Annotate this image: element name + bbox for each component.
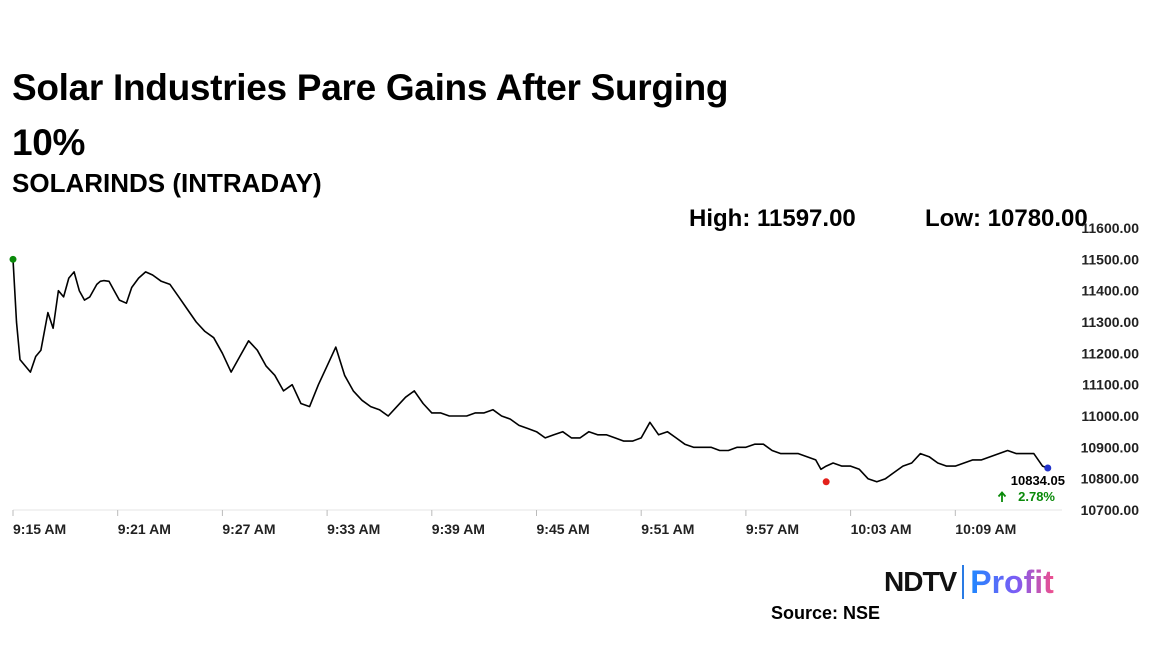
logo-separator — [962, 565, 965, 599]
x-tick-label: 9:27 AM — [222, 521, 275, 537]
ndtv-profit-logo: NDTV Profit — [884, 562, 1054, 602]
low-marker — [822, 478, 830, 486]
arrow-up-icon — [997, 491, 1007, 502]
logo-profit-text: Profit — [970, 563, 1054, 600]
x-tick-label: 9:21 AM — [118, 521, 171, 537]
y-tick-label: 10800.00 — [1081, 471, 1140, 487]
last-price-marker — [1044, 464, 1052, 472]
change-percent-label: 2.78% — [1018, 489, 1055, 504]
chart-subtitle: SOLARINDS (INTRADAY) — [12, 168, 322, 198]
x-tick-label: 9:57 AM — [746, 521, 799, 537]
x-tick-label: 9:39 AM — [432, 521, 485, 537]
x-tick-label: 9:51 AM — [641, 521, 694, 537]
chart-axes: 11600.00 11500.00 11400.00 11300.00 11200.00… — [12, 220, 1140, 537]
x-tick-label: 9:33 AM — [327, 521, 380, 537]
open-marker — [9, 255, 17, 263]
y-tick-label: 11200.00 — [1081, 345, 1139, 361]
price-line — [12, 259, 1049, 483]
last-price-label: 10834.05 — [1011, 473, 1065, 488]
chart-plot-area: 10834.052.78% — [9, 255, 1065, 504]
y-tick-label: 10900.00 — [1081, 439, 1140, 455]
source-note: Source: NSE — [771, 603, 881, 623]
x-tick-label: 10:03 AM — [851, 521, 912, 537]
low-value-label: Low: 10780.00 — [925, 205, 1088, 232]
y-tick-label: 11000.00 — [1081, 408, 1139, 424]
high-value-label: High: 11597.00 — [689, 205, 856, 232]
y-tick-label: 11400.00 — [1081, 283, 1139, 299]
y-tick-label: 11500.00 — [1081, 251, 1139, 267]
x-tick-label: 10:09 AM — [955, 521, 1016, 537]
y-tick-label: 11100.00 — [1082, 377, 1139, 393]
y-tick-label: 11300.00 — [1081, 314, 1139, 330]
intraday-chart: 11600.00 11500.00 11400.00 11300.00 11200.00… — [9, 220, 1140, 537]
logo-ndtv-text: NDTV — [884, 566, 957, 597]
x-tick-label: 9:45 AM — [537, 521, 590, 537]
chart-title: Solar Industries Pare Gains After Surgin… — [12, 67, 729, 163]
x-tick-label: 9:15 AM — [13, 521, 66, 537]
y-tick-label: 11600.00 — [1081, 220, 1139, 236]
y-tick-label: 10700.00 — [1081, 502, 1140, 518]
